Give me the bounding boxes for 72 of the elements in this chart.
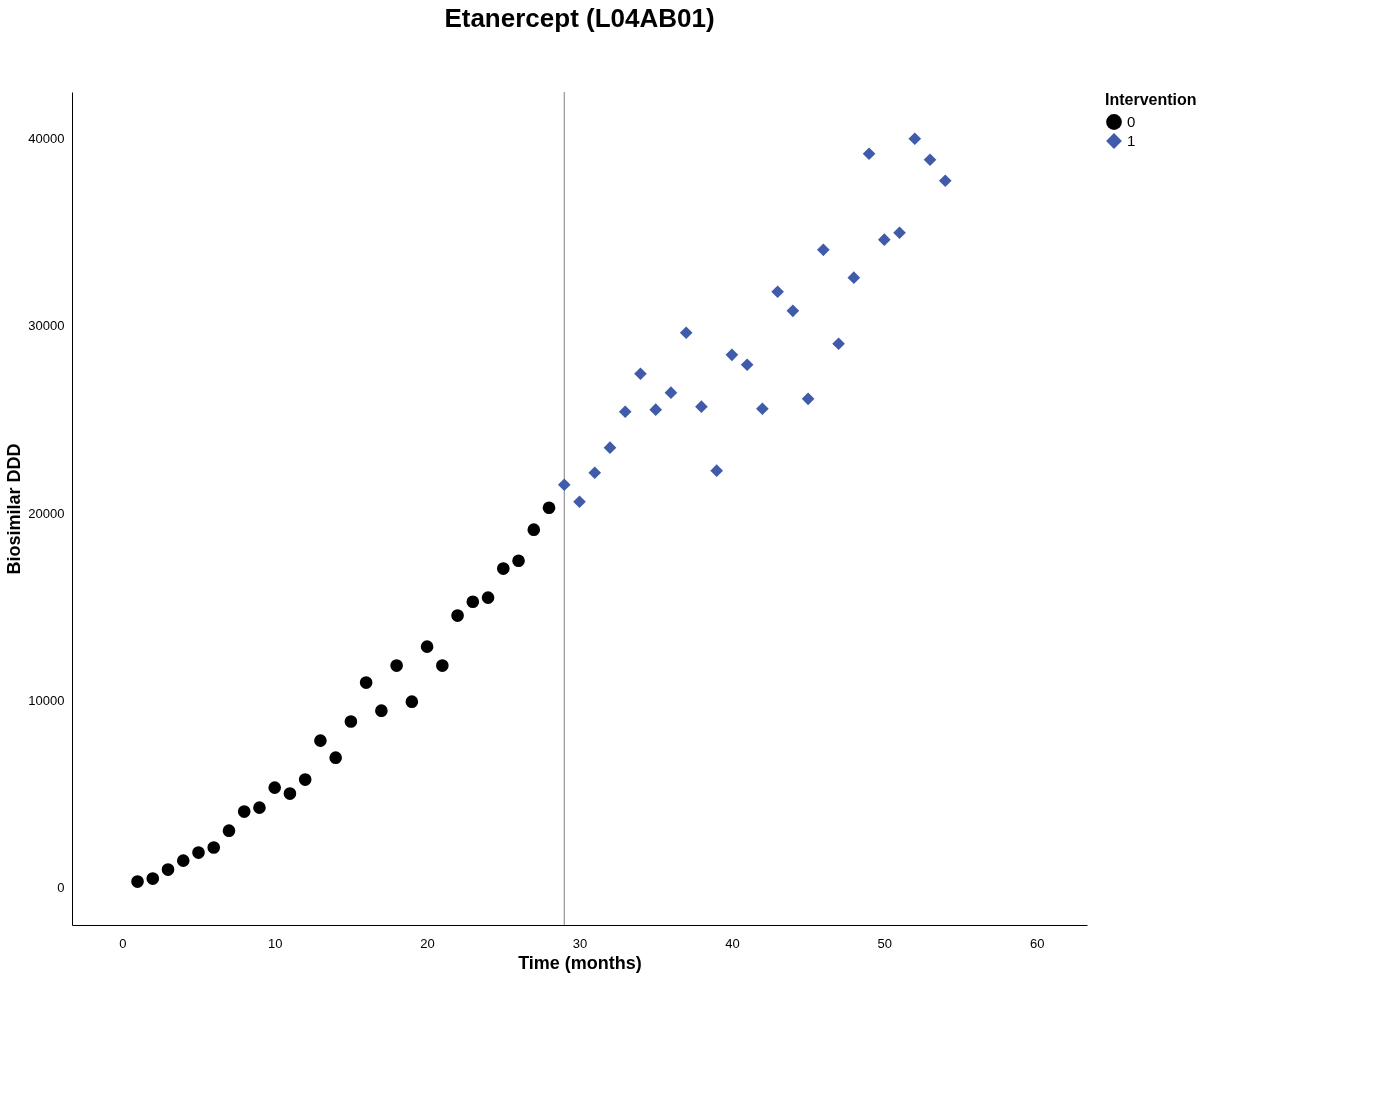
x-tick-label: 20 xyxy=(420,935,435,951)
y-tick-label: 30000 xyxy=(28,318,65,334)
legend-label: 1 xyxy=(1127,132,1136,149)
x-tick-label: 50 xyxy=(877,935,893,951)
x-tick-label: 30 xyxy=(572,935,588,951)
point xyxy=(603,441,617,454)
point xyxy=(420,640,434,653)
point xyxy=(390,659,403,672)
point xyxy=(771,285,784,299)
point xyxy=(542,501,556,515)
point xyxy=(344,715,358,728)
y-tick-label: 20000 xyxy=(28,505,65,521)
point xyxy=(207,841,221,854)
point xyxy=(725,348,739,362)
point xyxy=(359,676,373,689)
legend-label: 0 xyxy=(1127,113,1136,130)
point xyxy=(634,367,647,381)
point xyxy=(557,478,571,492)
point xyxy=(131,875,144,888)
point xyxy=(877,233,891,247)
point xyxy=(146,872,160,885)
point xyxy=(923,153,937,167)
point xyxy=(893,226,906,240)
point xyxy=(527,523,541,536)
point xyxy=(862,147,876,161)
chart-title: Etanercept (L04AB01) xyxy=(444,2,715,33)
point xyxy=(938,174,952,188)
point xyxy=(588,466,602,480)
legend-title: Intervention xyxy=(1105,91,1197,108)
point xyxy=(649,403,663,416)
point xyxy=(283,787,297,800)
point xyxy=(329,751,342,764)
point xyxy=(573,495,586,509)
point xyxy=(512,554,525,568)
point xyxy=(679,326,693,340)
point xyxy=(664,386,678,399)
x-tick-label: 60 xyxy=(1029,935,1045,951)
point xyxy=(176,854,190,867)
point xyxy=(253,801,266,814)
point xyxy=(801,392,815,406)
y-tick-label: 0 xyxy=(57,880,65,896)
point xyxy=(740,358,754,372)
point xyxy=(451,609,464,622)
x-tick-label: 40 xyxy=(725,935,740,951)
point xyxy=(756,402,769,416)
y-axis-title: Biosimilar DDD xyxy=(4,443,25,575)
point xyxy=(847,271,861,285)
point xyxy=(268,781,282,794)
point xyxy=(710,464,723,478)
point xyxy=(375,704,388,717)
point xyxy=(161,863,175,876)
y-tick-label: 40000 xyxy=(28,131,65,147)
point xyxy=(618,405,632,419)
point xyxy=(466,595,480,609)
point xyxy=(405,695,419,708)
x-axis-title: Time (months) xyxy=(518,952,642,973)
point xyxy=(496,562,510,575)
point xyxy=(436,659,449,672)
point xyxy=(695,400,708,413)
point xyxy=(237,805,251,818)
point xyxy=(192,846,205,859)
point xyxy=(298,773,312,786)
point xyxy=(314,734,327,747)
point xyxy=(222,824,236,837)
point xyxy=(786,304,800,318)
point xyxy=(817,243,830,257)
point xyxy=(832,337,845,351)
point xyxy=(481,591,495,604)
x-tick-label: 10 xyxy=(267,935,283,951)
x-tick-label: 0 xyxy=(119,935,127,951)
point xyxy=(908,132,922,146)
y-tick-label: 10000 xyxy=(28,692,65,708)
